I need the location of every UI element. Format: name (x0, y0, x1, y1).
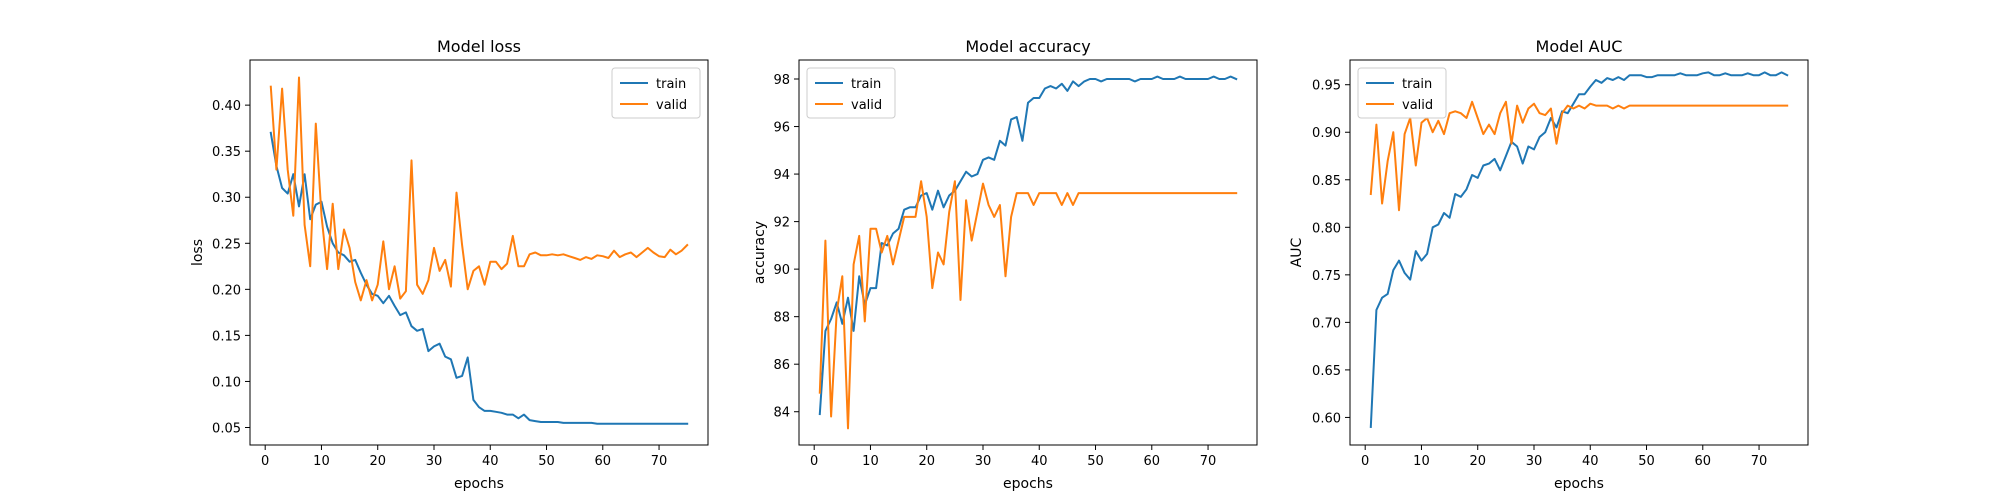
legend: train valid (806, 67, 896, 119)
x-tick-label: 20 (369, 454, 386, 469)
x-axis-label: epochs (1003, 476, 1053, 492)
series-line-valid (818, 180, 1238, 430)
x-tick-label: 30 (975, 454, 992, 469)
y-tick-label: 0.30 (212, 191, 241, 206)
x-tick-label: 20 (1469, 454, 1486, 469)
y-tick-label: 94 (773, 168, 790, 183)
y-tick-label: 90 (773, 263, 790, 278)
y-tick-label: 0.65 (1312, 364, 1341, 379)
x-axis-label: epochs (1554, 476, 1604, 492)
y-tick-label: 0.95 (1312, 79, 1341, 94)
y-tick-label: 84 (773, 406, 790, 421)
y-tick-label: 0.90 (1312, 126, 1341, 141)
x-tick-label: 70 (1751, 454, 1768, 469)
x-tick-label: 30 (426, 454, 443, 469)
x-axis-label: epochs (454, 476, 504, 492)
x-tick-label: 70 (1200, 454, 1217, 469)
plot-frame (1349, 59, 1809, 446)
legend-box (611, 67, 701, 119)
x-tick-label: 10 (313, 454, 330, 469)
x-tick-label: 50 (538, 454, 555, 469)
x-tick-label: 10 (862, 454, 879, 469)
plot-frame (798, 59, 1258, 446)
y-tick-label: 0.10 (212, 375, 241, 390)
x-tick-label: 50 (1087, 454, 1104, 469)
x-tick-label: 50 (1638, 454, 1655, 469)
x-tick-label: 0 (261, 454, 269, 469)
y-tick-label: 96 (773, 121, 790, 136)
legend: train valid (1357, 67, 1447, 119)
legend-label-valid: valid (1402, 98, 1433, 113)
y-tick-label: 0.40 (212, 99, 241, 114)
x-tick-label: 20 (918, 454, 935, 469)
y-tick-label: 0.35 (212, 145, 241, 160)
y-tick-label: 92 (773, 216, 790, 231)
x-tick-label: 40 (1582, 454, 1599, 469)
x-tick-label: 40 (1031, 454, 1048, 469)
chart-title: Model AUC (1536, 37, 1623, 56)
x-tick-label: 0 (810, 454, 818, 469)
series-line-valid (1369, 100, 1789, 212)
legend-label-train: train (1402, 77, 1432, 92)
legend-box (806, 67, 896, 119)
y-tick-label: 0.25 (212, 237, 241, 252)
x-tick-label: 30 (1526, 454, 1543, 469)
x-tick-label: 70 (651, 454, 668, 469)
y-axis-label: loss (190, 239, 206, 266)
x-tick-label: 60 (595, 454, 612, 469)
legend-label-valid: valid (851, 98, 882, 113)
y-tick-label: 0.80 (1312, 221, 1341, 236)
y-tick-label: 0.05 (212, 422, 241, 437)
y-tick-label: 86 (773, 358, 790, 373)
y-tick-label: 0.70 (1312, 316, 1341, 331)
x-tick-label: 0 (1361, 454, 1369, 469)
legend-box (1357, 67, 1447, 119)
y-tick-label: 0.85 (1312, 174, 1341, 189)
y-tick-label: 0.20 (212, 283, 241, 298)
x-tick-label: 10 (1413, 454, 1430, 469)
y-axis-label: AUC (1289, 237, 1305, 267)
series-line-valid (269, 76, 689, 302)
chart-title: Model accuracy (965, 37, 1090, 56)
chart-title: Model loss (437, 37, 521, 56)
legend-label-train: train (656, 77, 686, 92)
y-tick-label: 0.75 (1312, 269, 1341, 284)
y-axis-label: accuracy (752, 221, 768, 284)
plot-frame (249, 59, 709, 446)
accuracy-chart: Model accuracy epochs accuracy 0 10 20 30 40… (752, 37, 1258, 492)
auc-chart: Model AUC epochs AUC 0 10 20 30 40 50 60 70 0.60… (1289, 37, 1809, 492)
y-tick-label: 0.15 (212, 329, 241, 344)
series-line-train (1369, 71, 1789, 428)
y-tick-label: 88 (773, 311, 790, 326)
legend: train valid (611, 67, 701, 119)
x-tick-label: 60 (1144, 454, 1161, 469)
x-tick-label: 60 (1695, 454, 1712, 469)
x-tick-label: 40 (482, 454, 499, 469)
y-tick-label: 98 (773, 73, 790, 88)
y-tick-label: 0.60 (1312, 411, 1341, 426)
loss-chart: Model loss epochs loss 0 10 20 30 40 50 60 70 0.… (190, 37, 709, 492)
legend-label-valid: valid (656, 98, 687, 113)
legend-label-train: train (851, 77, 881, 92)
